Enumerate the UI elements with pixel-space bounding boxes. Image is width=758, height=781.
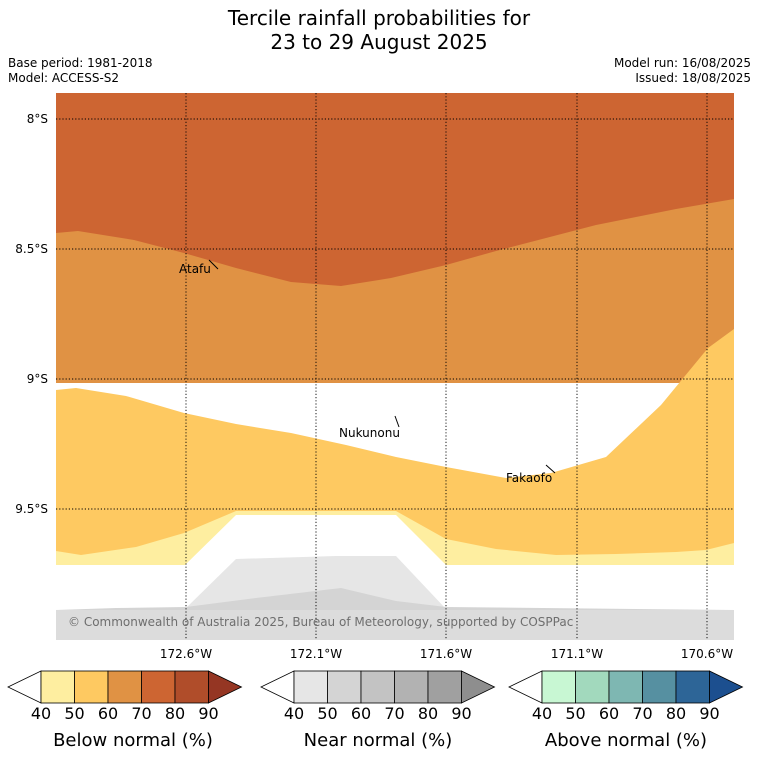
below-colorbar-tick-label: 80	[164, 704, 186, 723]
below-colorbar-high-extend	[208, 670, 243, 704]
region-below-60	[56, 199, 734, 383]
above-colorbar-tick-label: 50	[565, 704, 586, 723]
colorbar-title-near: Near normal (%)	[303, 730, 453, 751]
colorbar-below-normal	[7, 670, 243, 704]
lon-label-171-6w: 171.6°W	[419, 647, 473, 661]
above-colorbar-tick-label: 40	[531, 704, 553, 723]
above-colorbar-tick-label: 80	[665, 704, 687, 723]
nukunonu-island-marker	[394, 415, 400, 428]
near-colorbar-tick-label: 90	[451, 704, 472, 723]
below-colorbar-tick-label: 60	[97, 704, 119, 723]
model-name: Model: ACCESS-S2	[8, 71, 120, 85]
place-nukunonu: Nukunonu	[339, 426, 400, 440]
above-colorbar-low-extend	[508, 670, 543, 704]
near-colorbar-tick-label: 50	[317, 704, 338, 723]
near-colorbar-high-extend	[461, 670, 496, 704]
below-colorbar-tick-label: 90	[198, 704, 219, 723]
above-colorbar-segment	[575, 670, 610, 704]
below-colorbar-low-extend	[7, 670, 42, 704]
below-colorbar-segment	[141, 670, 176, 704]
near-colorbar-segment	[293, 670, 328, 704]
place-atafu: Atafu	[179, 262, 211, 276]
lat-label-8-5s: 8.5°S	[15, 242, 48, 256]
near-colorbar-tick-label: 40	[283, 704, 305, 723]
lon-label-170-6w: 170.6°W	[680, 647, 734, 661]
meta-left: Base period: 1981-2018 Model: ACCESS-S2	[8, 56, 153, 86]
region-near-45	[56, 610, 734, 640]
below-colorbar-tick-label: 40	[30, 704, 52, 723]
below-colorbar-segment	[74, 670, 109, 704]
near-colorbar-tick-label: 80	[417, 704, 439, 723]
near-colorbar-segment	[360, 670, 395, 704]
near-colorbar-tick-label: 60	[350, 704, 372, 723]
gridlines	[56, 93, 734, 640]
below-colorbar-segment	[107, 670, 142, 704]
place-fakaofo: Fakaofo	[506, 471, 553, 485]
above-colorbar-segment	[675, 670, 710, 704]
above-colorbar-tick-label: 70	[632, 704, 653, 723]
above-colorbar-tick-label: 90	[699, 704, 720, 723]
above-colorbar-high-extend	[709, 670, 744, 704]
near-colorbar-low-extend	[260, 670, 295, 704]
above-colorbar-segment	[541, 670, 576, 704]
near-colorbar-tick-label: 70	[384, 704, 405, 723]
colorbar-above-normal	[508, 670, 744, 704]
above-colorbar-segment	[608, 670, 643, 704]
title-line-1: Tercile rainfall probabilities for	[227, 6, 531, 30]
colorbars	[7, 670, 744, 704]
below-colorbar-segment	[174, 670, 209, 704]
fakaofo-island-marker	[545, 464, 556, 474]
above-colorbar-segment	[642, 670, 677, 704]
meta-right: Model run: 16/08/2025 Issued: 18/08/2025	[614, 56, 751, 86]
copyright-text: © Commonwealth of Australia 2025, Bureau…	[68, 615, 574, 629]
lon-label-172-6w: 172.6°W	[159, 647, 213, 661]
model-run: Model run: 16/08/2025	[613, 56, 751, 70]
probability-map	[56, 93, 734, 640]
colorbar-title-above: Above normal (%)	[544, 730, 708, 751]
above-colorbar-tick-label: 60	[598, 704, 620, 723]
below-colorbar-tick-label: 50	[64, 704, 85, 723]
near-colorbar-segment	[327, 670, 362, 704]
atafu-island-marker	[208, 259, 219, 270]
region-below-50	[56, 329, 734, 567]
title-line-2: 23 to 29 August 2025	[270, 30, 488, 54]
chart-title: Tercile rainfall probabilities for 23 to…	[0, 6, 758, 54]
near-colorbar-segment	[427, 670, 462, 704]
region-near-40	[185, 556, 446, 609]
near-colorbar-segment	[394, 670, 429, 704]
below-colorbar-segment	[40, 670, 75, 704]
lat-label-8s: 8°S	[26, 112, 48, 126]
below-colorbar-tick-label: 70	[131, 704, 152, 723]
base-period: Base period: 1981-2018	[8, 56, 153, 70]
issued-date: Issued: 18/08/2025	[635, 71, 751, 85]
lat-label-9-5s: 9.5°S	[15, 502, 48, 516]
colorbar-title-below: Below normal (%)	[53, 730, 213, 751]
lon-label-171-1w: 171.1°W	[550, 647, 604, 661]
colorbar-near-normal	[260, 670, 496, 704]
lon-label-172-1w: 172.1°W	[289, 647, 343, 661]
lat-label-9s: 9°S	[26, 372, 48, 386]
